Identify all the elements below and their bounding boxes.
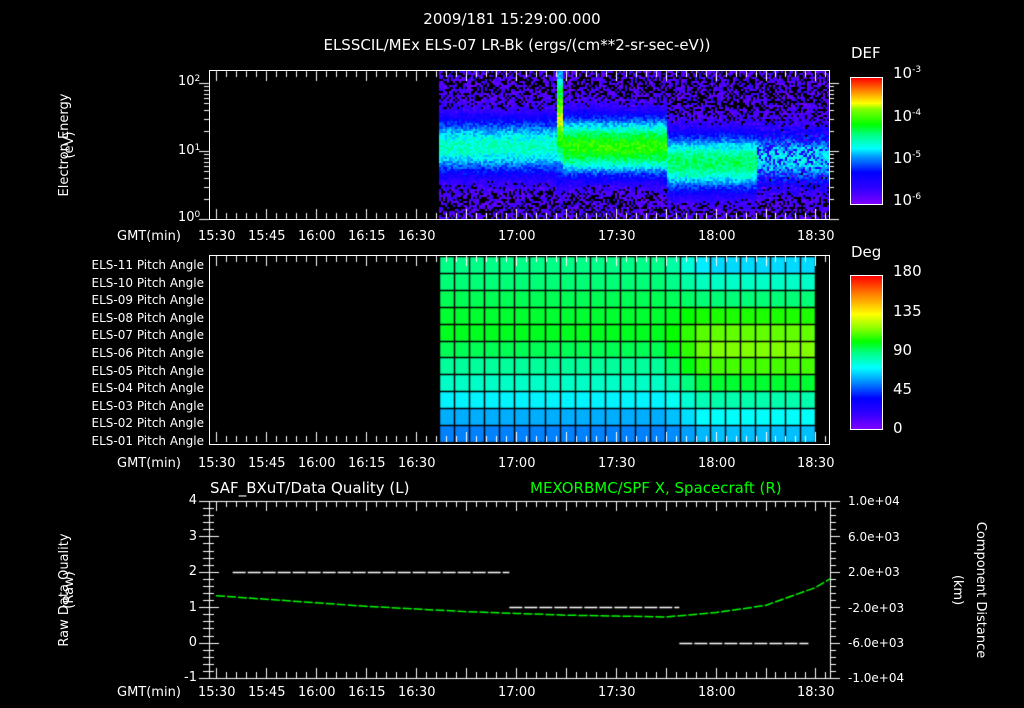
plot-title: ELSSCIL/MEx ELS-07 LR-Bk (ergs/(cm**2-sr… (323, 36, 711, 54)
time-tick-label: 16:30 (398, 685, 436, 700)
pitch-row-label: ELS-06 Pitch Angle (91, 346, 204, 360)
distance-tick-label: 6.0e+03 (848, 530, 900, 544)
time-tick-label: 15:30 (198, 685, 236, 700)
time-tick-label: 16:15 (348, 229, 386, 244)
time-tick-label: 18:30 (797, 685, 835, 700)
deg-colorbar-title: Deg (851, 243, 882, 261)
pitch-row-label: ELS-10 Pitch Angle (91, 275, 204, 290)
def-colorbar (850, 77, 883, 205)
time-tick-label: 17:00 (498, 685, 536, 700)
time-tick-label: 15:45 (248, 456, 286, 471)
distance-tick-label: 2.0e+03 (848, 565, 900, 579)
time-tick-label: 17:30 (598, 229, 636, 244)
time-tick-label: 17:00 (498, 456, 536, 471)
def-tick-label: 10-3 (893, 64, 922, 82)
time-tick-label: 18:30 (797, 456, 835, 471)
panel2-time-axis-label: GMT(min) (117, 456, 181, 471)
time-tick-label: 15:30 (198, 229, 236, 244)
quality-orbit-plot (190, 490, 850, 690)
pitch-row-label: ELS-08 Pitch Angle (91, 310, 204, 325)
time-tick-label: 18:00 (698, 456, 736, 471)
def-tick-label: 10-4 (893, 107, 922, 125)
time-tick-label: 16:30 (398, 456, 436, 471)
pitch-row-label: ELS-04 Pitch Angle (91, 381, 204, 396)
time-tick-label: 17:30 (598, 685, 636, 700)
distance-tick-label: -2.0e+03 (848, 601, 905, 615)
panel3-yunits-right: (km) (950, 574, 965, 606)
time-tick-label: 16:00 (298, 229, 336, 244)
deg-tick-label: 135 (893, 302, 922, 320)
panel1-yunits: (eV) (62, 131, 77, 159)
time-tick-label: 15:30 (198, 456, 236, 471)
time-tick-label: 16:00 (298, 685, 336, 700)
distance-tick-label: -6.0e+03 (848, 636, 905, 650)
panel1-time-axis-label: GMT(min) (117, 229, 181, 244)
time-tick-label: 18:00 (698, 229, 736, 244)
time-tick-label: 17:30 (598, 456, 636, 471)
deg-tick-label: 180 (893, 262, 922, 280)
pitch-row-label: ELS-09 Pitch Angle (91, 293, 204, 308)
panel1-axis-ticks (190, 65, 850, 225)
panel3-ylabel-right: Component Distance (973, 521, 988, 659)
time-tick-label: 16:30 (398, 229, 436, 244)
distance-tick-label: 1.0e+04 (848, 494, 900, 508)
pitch-row-label: ELS-05 Pitch Angle (91, 363, 204, 378)
distance-tick-label: -1.0e+04 (848, 671, 905, 685)
time-tick-label: 18:00 (698, 685, 736, 700)
deg-tick-label: 90 (893, 341, 913, 359)
pitch-row-label: ELS-07 Pitch Angle (91, 328, 204, 343)
pitch-row-label: ELS-03 Pitch Angle (91, 398, 204, 413)
time-tick-label: 16:00 (298, 456, 336, 471)
pitch-row-label: ELS-02 Pitch Angle (91, 416, 204, 431)
time-tick-label: 15:45 (248, 685, 286, 700)
pitch-row-label: ELS-01 Pitch Angle (91, 434, 204, 448)
plot-timestamp: 2009/181 15:29:00.000 (423, 10, 601, 28)
def-tick-label: 10-5 (893, 149, 922, 167)
panel2-frame (209, 255, 830, 445)
deg-colorbar (850, 275, 883, 430)
panel3-time-axis-label: GMT(min) (117, 685, 181, 700)
time-tick-label: 16:15 (348, 685, 386, 700)
time-tick-label: 18:30 (797, 229, 835, 244)
deg-tick-label: 0 (893, 419, 903, 437)
time-tick-label: 17:00 (498, 229, 536, 244)
time-tick-label: 16:15 (348, 456, 386, 471)
pitch-angle-grid (209, 256, 829, 442)
def-colorbar-title: DEF (851, 44, 881, 62)
panel3-yunits-left: (Raw) (62, 571, 77, 609)
def-tick-label: 10-6 (893, 191, 922, 209)
deg-tick-label: 45 (893, 380, 913, 398)
pitch-row-label: ELS-11 Pitch Angle (91, 258, 204, 272)
time-tick-label: 15:45 (248, 229, 286, 244)
